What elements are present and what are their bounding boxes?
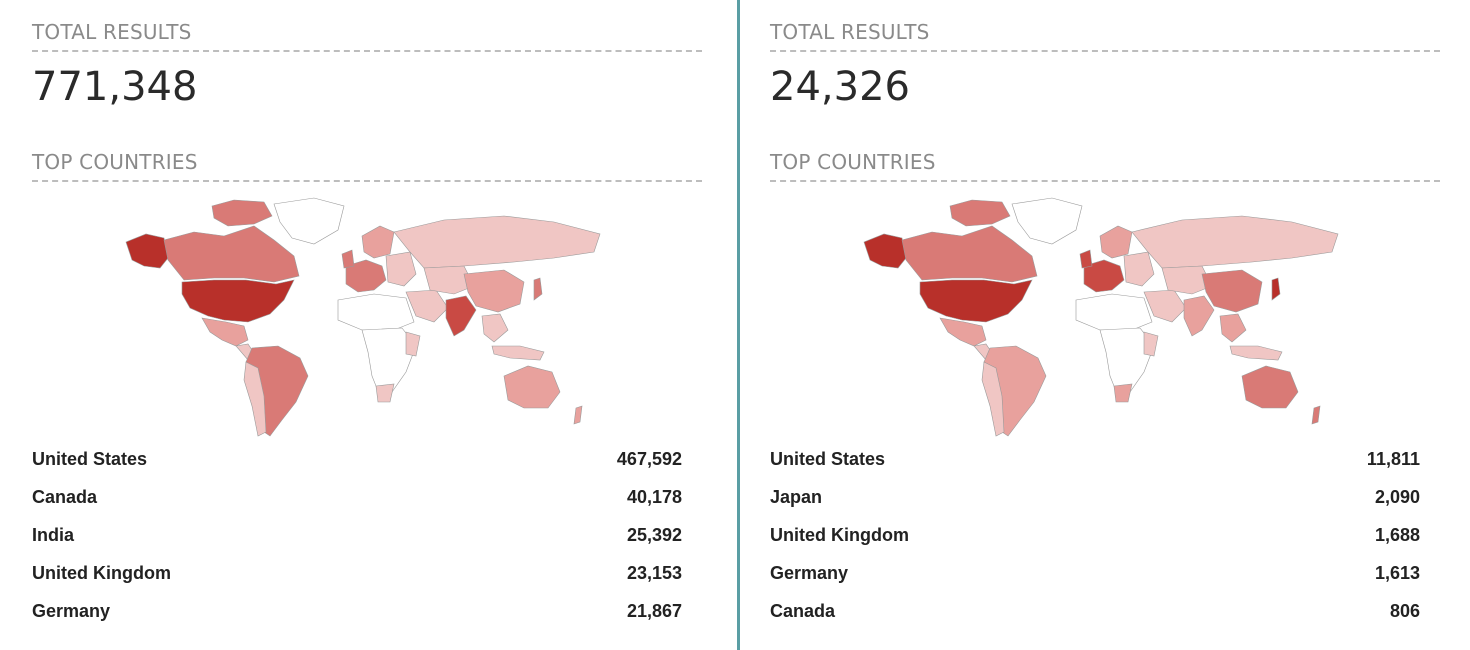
map-region-mexico xyxy=(939,317,987,347)
country-count: 1,688 xyxy=(1374,524,1420,545)
country-count: 467,592 xyxy=(616,448,682,469)
map-region-united-states xyxy=(181,279,295,323)
top-countries-list: United States 11,811 Japan 2,090 United … xyxy=(770,440,1420,630)
map-region-alaska xyxy=(125,233,169,269)
country-name: Germany xyxy=(32,600,111,621)
map-region-africa-east xyxy=(405,331,421,357)
country-count: 21,867 xyxy=(626,600,682,621)
map-region-australia xyxy=(503,365,561,409)
top-countries-list: United States 467,592 Canada 40,178 Indi… xyxy=(32,440,682,630)
top-countries-label: TOP COUNTRIES xyxy=(770,150,1440,182)
map-region-europe-west xyxy=(345,259,387,293)
map-region-south-america-west xyxy=(981,361,1005,437)
country-name: Germany xyxy=(770,562,849,583)
results-panel-right: TOTAL RESULTS 24,326 TOP COUNTRIES xyxy=(770,0,1440,650)
country-name: United States xyxy=(770,448,886,469)
country-count: 806 xyxy=(1389,600,1420,621)
country-name: United Kingdom xyxy=(770,524,909,545)
map-region-russia xyxy=(1131,215,1339,269)
map-region-africa-north xyxy=(1075,293,1153,331)
country-row: United States 11,811 xyxy=(770,440,1420,478)
map-region-mexico xyxy=(201,317,249,347)
map-region-scandinavia xyxy=(361,225,395,259)
country-name: United States xyxy=(32,448,148,469)
map-region-japan xyxy=(533,277,543,301)
map-region-arctic-canada xyxy=(949,199,1011,227)
map-region-canada xyxy=(901,225,1038,283)
map-region-canada xyxy=(163,225,300,283)
map-region-new-zealand xyxy=(1311,405,1321,425)
country-name: Japan xyxy=(770,486,823,507)
country-name: India xyxy=(32,524,75,545)
country-name: United Kingdom xyxy=(32,562,171,583)
map-region-arctic-canada xyxy=(211,199,273,227)
top-countries-label: TOP COUNTRIES xyxy=(32,150,702,182)
country-row: United States 467,592 xyxy=(32,440,682,478)
country-count: 25,392 xyxy=(626,524,682,545)
country-count: 2,090 xyxy=(1374,486,1420,507)
map-region-china xyxy=(463,269,525,313)
map-region-united-states xyxy=(919,279,1033,323)
total-results-label: TOTAL RESULTS xyxy=(770,20,1440,52)
map-region-alaska xyxy=(863,233,907,269)
country-name: Canada xyxy=(770,600,836,621)
country-row: India 25,392 xyxy=(32,516,682,554)
map-region-scandinavia xyxy=(1099,225,1133,259)
country-row: United Kingdom 1,688 xyxy=(770,516,1420,554)
map-region-india xyxy=(445,295,477,337)
total-results-value: 771,348 xyxy=(32,64,198,110)
map-region-united-kingdom xyxy=(1079,249,1093,269)
map-region-russia xyxy=(393,215,601,269)
map-region-south-america-west xyxy=(243,361,267,437)
map-region-japan xyxy=(1271,277,1281,301)
map-region-central-asia xyxy=(423,265,475,295)
country-count: 40,178 xyxy=(626,486,682,507)
map-region-south-africa xyxy=(1113,383,1133,403)
country-count: 1,613 xyxy=(1374,562,1420,583)
map-region-greenland xyxy=(273,197,345,245)
map-region-europe-east xyxy=(1123,251,1155,287)
map-region-central-asia xyxy=(1161,265,1213,295)
map-region-australia xyxy=(1241,365,1299,409)
map-region-europe-east xyxy=(385,251,417,287)
country-row: Germany 21,867 xyxy=(32,592,682,630)
map-region-europe-west xyxy=(1083,259,1125,293)
map-region-south-africa xyxy=(375,383,395,403)
map-region-indonesia xyxy=(491,345,545,361)
world-choropleth-map xyxy=(124,196,614,446)
map-region-southeast-asia xyxy=(481,313,509,343)
country-row: United Kingdom 23,153 xyxy=(32,554,682,592)
map-region-indonesia xyxy=(1229,345,1283,361)
world-map-svg xyxy=(863,197,1339,437)
map-region-india xyxy=(1183,295,1215,337)
map-region-africa-north xyxy=(337,293,415,331)
country-row: Canada 40,178 xyxy=(32,478,682,516)
map-region-united-kingdom xyxy=(341,249,355,269)
country-row: Germany 1,613 xyxy=(770,554,1420,592)
map-region-china xyxy=(1201,269,1263,313)
country-name: Canada xyxy=(32,486,98,507)
map-region-africa-east xyxy=(1143,331,1159,357)
map-region-southeast-asia xyxy=(1219,313,1247,343)
country-row: Japan 2,090 xyxy=(770,478,1420,516)
map-region-new-zealand xyxy=(573,405,583,425)
country-row: Canada 806 xyxy=(770,592,1420,630)
world-choropleth-map xyxy=(862,196,1352,446)
total-results-label: TOTAL RESULTS xyxy=(32,20,702,52)
country-count: 11,811 xyxy=(1366,448,1420,469)
country-count: 23,153 xyxy=(626,562,682,583)
world-map-svg xyxy=(125,197,601,437)
results-panel-left: TOTAL RESULTS 771,348 TOP COUNTRIES xyxy=(32,0,702,650)
panel-divider xyxy=(737,0,740,650)
total-results-value: 24,326 xyxy=(770,64,910,110)
map-region-greenland xyxy=(1011,197,1083,245)
